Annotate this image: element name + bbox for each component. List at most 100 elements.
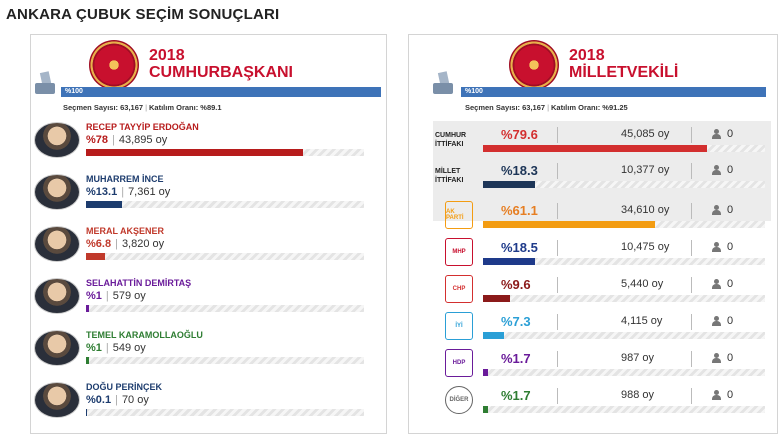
candidate-bar-track xyxy=(86,305,364,312)
divider xyxy=(557,163,558,179)
candidate-row[interactable]: MUHARREM İNCE %13.1 | 7,361 oy xyxy=(31,171,388,223)
party-bar xyxy=(483,295,511,302)
party-percent: %1.7 xyxy=(501,351,531,366)
candidate-votes: 3,820 oy xyxy=(121,238,165,250)
candidate-name: DOĞU PERİNÇEK xyxy=(86,382,163,392)
party-seats: 0 xyxy=(727,278,734,290)
party-votes: 10,377 oy xyxy=(621,164,670,176)
candidate-percent: %1 xyxy=(86,342,102,354)
candidate-percent: %6.8 xyxy=(86,238,112,250)
participation-rate: Katılım Oranı: %91.25 xyxy=(551,103,628,112)
alliance-label-line2: İTTİFAKI xyxy=(435,177,464,184)
candidate-result: %78 | 43,895 oy xyxy=(86,134,168,146)
party-votes: 5,440 oy xyxy=(621,278,664,290)
party-bar-track xyxy=(483,221,765,228)
divider xyxy=(691,277,692,293)
party-votes: 988 oy xyxy=(621,389,655,401)
divider xyxy=(691,203,692,219)
candidate-avatar xyxy=(34,174,80,210)
presidential-seal-icon xyxy=(89,40,139,90)
divider xyxy=(691,388,692,404)
alliance-label-line1: CUMHUR xyxy=(435,132,467,139)
candidate-result: %0.1 | 70 oy xyxy=(86,394,149,406)
candidate-votes: 7,361 oy xyxy=(128,186,171,198)
person-icon xyxy=(711,353,721,363)
candidate-votes: 43,895 oy xyxy=(118,134,168,146)
candidate-votes: 579 oy xyxy=(112,290,146,302)
candidate-row[interactable]: RECEP TAYYİP ERDOĞAN %78 | 43,895 oy xyxy=(31,119,388,171)
party-bar xyxy=(483,258,536,265)
candidate-percent: %13.1 xyxy=(86,186,118,198)
candidate-bar-track xyxy=(86,253,364,260)
candidate-percent: %1 xyxy=(86,290,102,302)
party-bar-track xyxy=(483,258,765,265)
party-row[interactable]: MHP %18.5 10,475 oy 0 xyxy=(409,238,779,274)
parliament-year: 2018 xyxy=(569,47,605,64)
mhp-crescents-icon: MHP xyxy=(445,238,473,266)
candidate-bar-track xyxy=(86,357,364,364)
other-circle-icon: DİĞER xyxy=(445,386,473,414)
party-seats: 0 xyxy=(727,241,734,253)
party-bar-track xyxy=(483,332,765,339)
party-row[interactable]: CHP %9.6 5,440 oy 0 xyxy=(409,275,779,311)
party-bar xyxy=(483,181,535,188)
person-icon xyxy=(711,316,721,326)
party-row[interactable]: İYİ %7.3 4,115 oy 0 xyxy=(409,312,779,348)
divider xyxy=(691,351,692,367)
person-icon xyxy=(711,129,721,139)
presidential-heading: 2018 CUMHURBAŞKANI xyxy=(149,47,293,81)
parliament-title: MİLLETVEKİLİ xyxy=(569,64,679,81)
iyi-sun-icon: İYİ xyxy=(445,312,473,340)
alliance-row[interactable]: CUMHUR İTTİFAKI %79.6 45,085 oy 0 xyxy=(409,125,779,161)
party-row[interactable]: HDP %1.7 987 oy 0 xyxy=(409,349,779,385)
presidential-title: CUMHURBAŞKANI xyxy=(149,64,293,81)
divider xyxy=(557,351,558,367)
ballot-box-icon xyxy=(35,71,55,94)
alliance-row[interactable]: MİLLET İTTİFAKI %18.3 10,377 oy 0 xyxy=(409,161,779,197)
candidate-row[interactable]: TEMEL KARAMOLLAOĞLU %1 | 549 oy xyxy=(31,327,388,379)
party-votes: 987 oy xyxy=(621,352,655,364)
candidate-avatar xyxy=(34,382,80,418)
parliament-seal-icon xyxy=(509,40,559,90)
candidate-votes: 549 oy xyxy=(112,342,146,354)
party-seats: 0 xyxy=(727,204,734,216)
party-row[interactable]: AK PARTİ %61.1 34,610 oy 0 xyxy=(409,201,779,237)
candidate-avatar xyxy=(34,278,80,314)
candidate-row[interactable]: MERAL AKŞENER %6.8 | 3,820 oy xyxy=(31,223,388,275)
party-bar xyxy=(483,221,656,228)
divider xyxy=(691,127,692,143)
candidate-avatar xyxy=(34,226,80,262)
candidate-percent: %78 xyxy=(86,134,109,146)
candidate-bar-track xyxy=(86,149,364,156)
divider xyxy=(557,127,558,143)
akp-lightbulb-icon: AK PARTİ xyxy=(445,201,473,229)
candidate-bar-track xyxy=(86,409,364,416)
alliance-label-line1: MİLLET xyxy=(435,168,461,175)
party-bar xyxy=(483,332,504,339)
person-icon xyxy=(711,242,721,252)
party-row[interactable]: DİĞER %1.7 988 oy 0 xyxy=(409,386,779,422)
party-bar xyxy=(483,406,488,413)
chp-arrows-icon: CHP xyxy=(445,275,473,303)
candidate-bar xyxy=(86,253,105,260)
candidate-name: MUHARREM İNCE xyxy=(86,174,164,184)
party-seats: 0 xyxy=(727,164,734,176)
party-seats: 0 xyxy=(727,315,734,327)
party-bar-track xyxy=(483,295,765,302)
voters-count: Seçmen Sayısı: 63,167 xyxy=(465,103,546,112)
candidate-row[interactable]: DOĞU PERİNÇEK %0.1 | 70 oy xyxy=(31,379,388,431)
party-percent: %9.6 xyxy=(501,277,531,292)
person-icon xyxy=(711,205,721,215)
participation-rate: Katılım Oranı: %89.1 xyxy=(149,103,222,112)
divider xyxy=(691,240,692,256)
candidate-votes: 70 oy xyxy=(121,394,149,406)
party-seats: 0 xyxy=(727,128,734,140)
presidential-stats: Seçmen Sayısı: 63,167 | Katılım Oranı: %89… xyxy=(63,103,222,112)
party-seats: 0 xyxy=(727,389,734,401)
candidate-row[interactable]: SELAHATTİN DEMİRTAŞ %1 | 579 oy xyxy=(31,275,388,327)
hdp-tree-icon: HDP xyxy=(445,349,473,377)
party-votes: 34,610 oy xyxy=(621,204,670,216)
party-votes: 10,475 oy xyxy=(621,241,670,253)
party-percent: %18.5 xyxy=(501,240,538,255)
party-percent: %7.3 xyxy=(501,314,531,329)
